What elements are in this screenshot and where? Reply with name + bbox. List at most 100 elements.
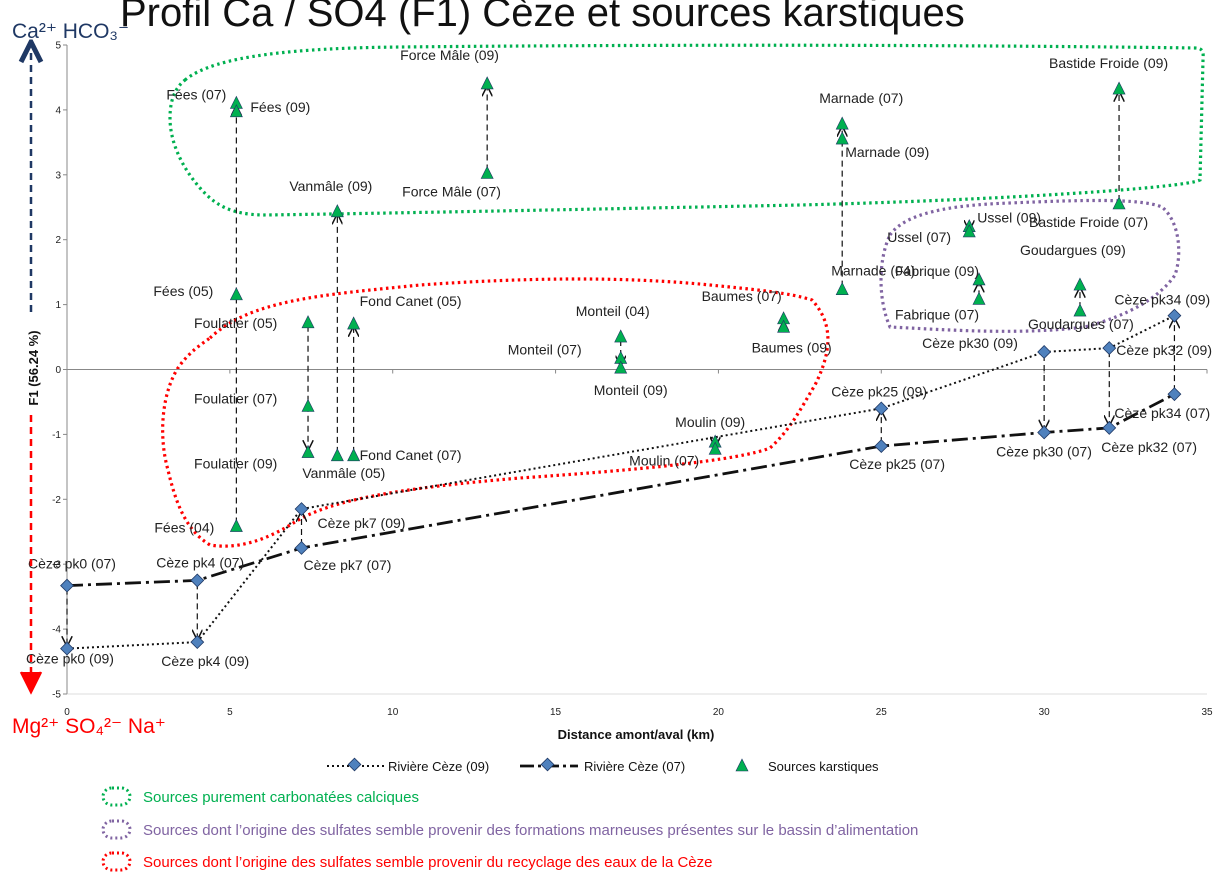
data-markers — [60, 76, 1182, 656]
label-ceze-pk4-07: Cèze pk4 (07) — [156, 554, 244, 570]
x-tick-label: 30 — [1039, 707, 1051, 718]
marker-ceze-pk7-09 — [294, 502, 309, 516]
x-tick-label: 5 — [227, 707, 233, 718]
label-ceze-pk34-07: Cèze pk34 (07) — [1114, 405, 1210, 421]
legend: Rivière Cèze (09) Rivière Cèze (07) Sour… — [327, 757, 879, 774]
marker-fond-canet-07 — [347, 448, 361, 462]
label-fabrique-07: Fabrique (07) — [895, 306, 979, 322]
y-tick-label: 0 — [55, 365, 61, 376]
marker-goudargues-09 — [1073, 277, 1087, 291]
label-goudargues-09: Goudargues (09) — [1020, 242, 1126, 258]
label-marnade-04: Marnade (04) — [831, 263, 915, 279]
label-ceze-pk0-09: Cèze pk0 (09) — [26, 651, 114, 667]
marker-ceze-pk30-07 — [1037, 425, 1052, 440]
x-tick-label: 0 — [64, 707, 70, 718]
label-vanmale-05: Vanmâle (05) — [302, 465, 385, 481]
label-moulin-07: Moulin (07) — [629, 452, 699, 468]
x-axis-label: Distance amont/aval (km) — [558, 727, 715, 742]
zone-legend: Sources purement carbonatées calciques S… — [101, 786, 918, 872]
y-axis-label: F1 (56.24 %) — [26, 330, 41, 405]
label-force-male-09: Force Mâle (09) — [400, 47, 499, 63]
zone-outlines — [161, 43, 1205, 548]
legend-label-09: Rivière Cèze (09) — [388, 759, 489, 774]
marker-monteil-04 — [614, 329, 628, 343]
y-tick-label: -2 — [52, 495, 61, 506]
marker-ceze-pk25-09 — [874, 401, 889, 416]
bottom-ion-label: Mg²⁺ SO₄²⁻ Na⁺ — [12, 715, 166, 738]
zone-legend-swatch-carbonate — [101, 786, 132, 807]
label-ceze-pk34-09: Cèze pk34 (09) — [1114, 292, 1210, 308]
label-ussel-09: Ussel (09) — [977, 210, 1041, 226]
label-ceze-pk32-09: Cèze pk32 (09) — [1116, 342, 1212, 358]
marker-fabrique-09 — [972, 272, 986, 286]
label-baumes-09: Baumes (09) — [752, 339, 832, 355]
marker-ceze-pk34-09 — [1167, 308, 1182, 323]
chart-title: Profil Ca / SO4 (F1) Cèze et sources kar… — [120, 0, 965, 35]
label-ceze-pk7-07: Cèze pk7 (07) — [304, 557, 392, 573]
label-fond-canet-05: Fond Canet (05) — [360, 293, 462, 309]
label-force-male-07: Force Mâle (07) — [402, 184, 501, 200]
marker-foulatier-09 — [301, 444, 315, 458]
zone-recycling-outline — [161, 277, 830, 548]
label-ceze-pk32-07: Cèze pk32 (07) — [1101, 439, 1197, 455]
top-ion-label: Ca²⁺ HCO₃⁻ — [12, 20, 129, 43]
marker-fees-05 — [229, 287, 243, 301]
label-foulatier-09: Foulatier (09) — [194, 456, 277, 472]
label-marnade-09: Marnade (09) — [845, 144, 929, 160]
y-tick-label: 1 — [55, 300, 61, 311]
zone-legend-swatch-recycling — [101, 851, 132, 872]
label-foulatier-05: Foulatier (05) — [194, 315, 277, 331]
marker-ceze-pk25-07 — [874, 439, 889, 454]
label-ceze-pk0-07: Cèze pk0 (07) — [28, 556, 116, 572]
label-fond-canet-07: Fond Canet (07) — [360, 447, 462, 463]
marker-marnade-09 — [835, 131, 849, 145]
label-monteil-09: Monteil (09) — [594, 382, 668, 398]
marker-marnade-04 — [835, 282, 849, 295]
marker-bastide-froide-09 — [1112, 81, 1126, 95]
marker-foulatier-05 — [301, 315, 315, 329]
label-ceze-pk30-07: Cèze pk30 (07) — [996, 443, 1092, 459]
x-tick-label: 15 — [550, 707, 562, 718]
zone-marl-outline — [879, 198, 1181, 333]
marker-force-male-07 — [480, 165, 494, 179]
marker-ceze-pk7-07 — [294, 541, 309, 555]
y-tick-label: 2 — [55, 235, 61, 246]
y-tick-label: -4 — [52, 625, 61, 636]
label-ussel-07: Ussel (07) — [887, 229, 951, 245]
label-ceze-pk7-09: Cèze pk7 (09) — [318, 515, 406, 531]
marker-ceze-pk34-07 — [1167, 387, 1182, 402]
label-monteil-04: Monteil (04) — [576, 303, 650, 319]
pair-arrows — [67, 87, 1174, 646]
label-fees-05: Fées (05) — [153, 283, 213, 299]
marker-marnade-07 — [835, 116, 849, 130]
marker-ceze-pk0-07 — [60, 578, 74, 593]
marker-moulin-07 — [708, 441, 722, 455]
marker-vanmale-09 — [330, 204, 344, 218]
label-ceze-pk25-07: Cèze pk25 (07) — [849, 456, 945, 472]
y-tick-label: -3 — [52, 560, 61, 571]
x-tick-label: 20 — [713, 707, 725, 718]
label-ceze-pk25-09: Cèze pk25 (09) — [831, 383, 927, 399]
marker-ceze-pk4-07 — [190, 573, 205, 588]
label-marnade-07: Marnade (07) — [819, 90, 903, 106]
marker-fabrique-07 — [972, 291, 986, 305]
label-goudargues-07: Goudargues (07) — [1028, 316, 1134, 332]
zone-legend-marl: Sources dont l’origine des sulfates semb… — [143, 822, 918, 839]
zone-carbonate-outline — [168, 43, 1205, 217]
marker-ceze-pk32-09 — [1102, 341, 1117, 356]
marker-vanmale-05 — [330, 448, 344, 462]
legend-marker-07 — [540, 757, 555, 772]
label-fees-07: Fées (07) — [166, 86, 226, 102]
y-tick-label: -5 — [52, 690, 61, 701]
axes: -5 -4 -3 -2 -1 0 1 2 3 4 5 0 5 10 15 20 25 30 35 — [52, 41, 1213, 719]
marker-ceze-pk4-09 — [190, 635, 205, 650]
marker-baumes-09 — [777, 319, 791, 333]
label-ceze-pk30-09: Cèze pk30 (09) — [922, 335, 1018, 351]
marker-ceze-pk32-07 — [1102, 420, 1117, 435]
y-tick-label: -1 — [52, 430, 61, 441]
marker-fond-canet-05 — [347, 316, 361, 330]
x-tick-label: 10 — [387, 707, 399, 718]
marker-force-male-09 — [480, 76, 494, 90]
zone-legend-swatch-marl — [101, 819, 132, 840]
